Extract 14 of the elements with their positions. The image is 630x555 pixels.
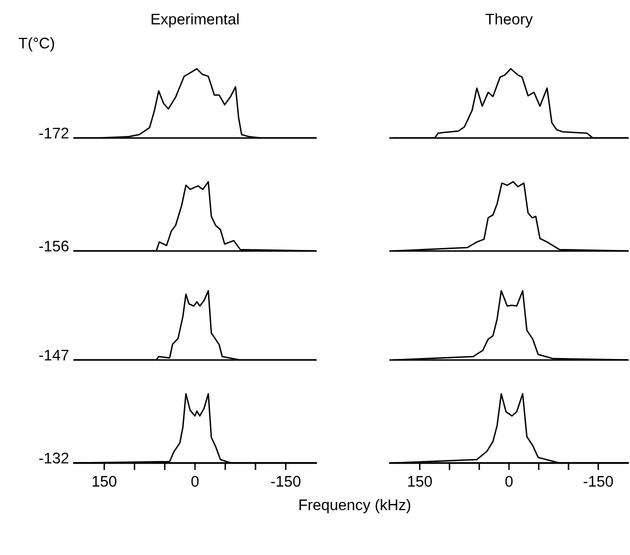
x-tick-label: 0 [191,476,199,487]
x-tick-label: -150 [271,476,300,487]
y-axis-title: -156 [39,240,68,252]
chart-title: Experimental [152,13,239,28]
x-tick-label: -150 [584,476,613,487]
y-axis-title: -172 [39,128,68,138]
y-axis-title: -132 [39,452,68,464]
text: T(°C) [18,37,54,52]
x-tick-label: 0 [505,476,513,487]
x-tick-label: 150 [408,476,432,487]
x-tick-label: 150 [92,476,116,487]
x-axis-title: Frequency (kHz) [300,499,410,514]
chart-title: Theory [486,13,533,28]
y-axis-title: -147 [39,350,68,360]
